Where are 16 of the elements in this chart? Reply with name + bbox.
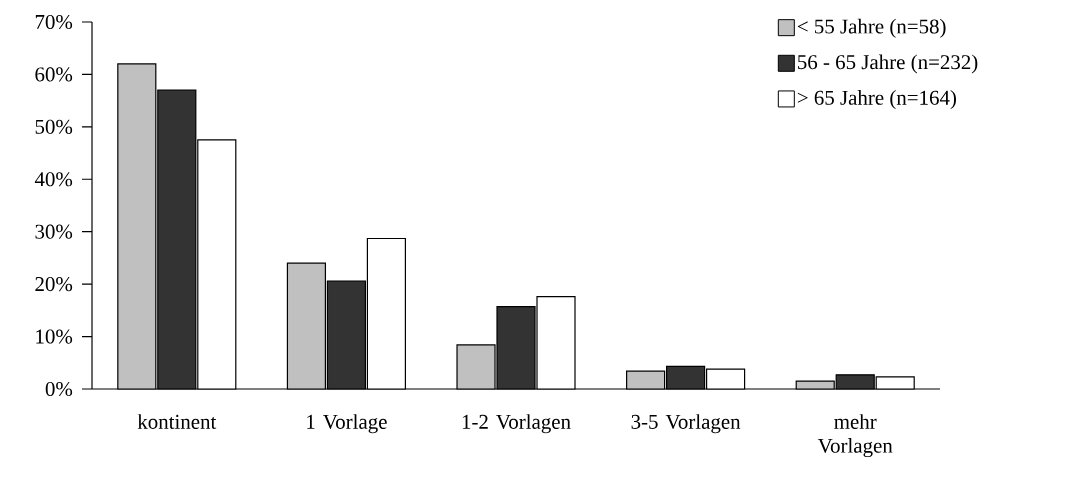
- y-tick-label: 10%: [36, 329, 73, 344]
- x-tick-label: 1 Vorlage: [307, 414, 387, 434]
- y-tick-label: 70%: [35, 14, 73, 30]
- x-tick-label: 3-5 Vorlagen: [631, 414, 741, 434]
- y-tick-label: 50%: [35, 119, 73, 134]
- y-tick-label: 20%: [35, 277, 73, 292]
- y-tick-label: 40%: [34, 172, 73, 187]
- legend-label: > 65 Jahre (n=164): [797, 90, 957, 110]
- x-tick-label: kontinent: [137, 414, 217, 429]
- y-tick-label: 60%: [35, 67, 73, 82]
- x-tick-label: mehr Vorlagen: [817, 414, 893, 458]
- x-tick-label: 1-2 Vorlagen: [462, 414, 571, 434]
- y-tick-label: 0%: [45, 381, 73, 397]
- legend-label: 56 - 65 Jahre (n=232): [798, 54, 978, 74]
- legend-label: < 55 Jahre (n=58): [797, 18, 946, 38]
- y-tick-label: 30%: [35, 224, 73, 239]
